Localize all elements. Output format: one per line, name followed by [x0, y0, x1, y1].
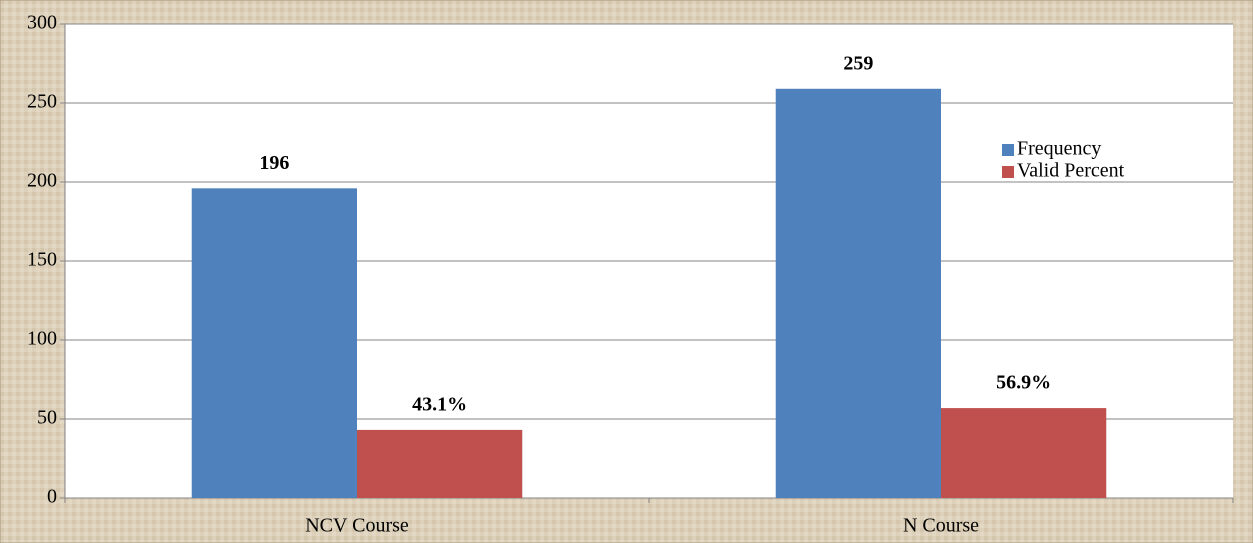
legend-label: Valid Percent — [1017, 160, 1125, 182]
y-tick-label: 100 — [27, 328, 57, 350]
y-tick-label: 150 — [27, 249, 57, 271]
bar — [357, 429, 523, 498]
y-tick-label: 0 — [47, 486, 57, 508]
legend-swatch — [1002, 144, 1014, 156]
y-tick-label: 300 — [27, 12, 57, 34]
data-label: 43.1% — [412, 393, 467, 415]
y-tick-label: 200 — [27, 170, 57, 192]
x-tick-label: NCV Course — [305, 515, 409, 537]
data-label: 56.9% — [996, 372, 1051, 394]
data-label: 196 — [259, 152, 289, 174]
y-tick-label: 250 — [27, 91, 57, 113]
x-tick-label: N Course — [903, 515, 979, 537]
y-tick-label: 50 — [37, 407, 57, 429]
bar — [775, 88, 941, 498]
legend-label: Frequency — [1017, 138, 1101, 160]
legend-swatch — [1002, 166, 1014, 178]
bar — [191, 188, 357, 498]
data-label: 259 — [843, 52, 873, 74]
bar — [941, 408, 1107, 498]
